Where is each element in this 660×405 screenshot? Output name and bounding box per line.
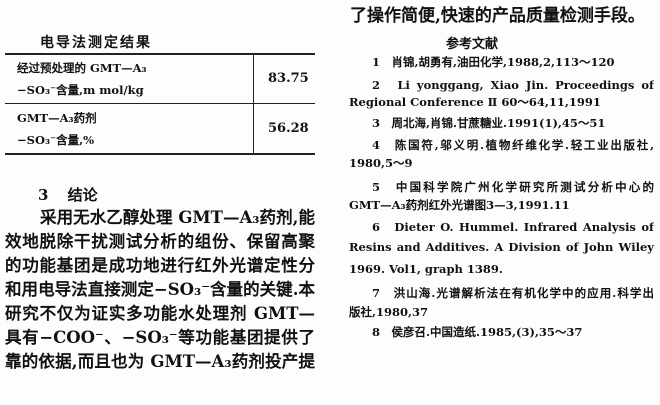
body-line: 和用电导法直接测定−SO₃⁻含量的关键.本: [5, 280, 315, 299]
table-row: 经过预处理的 GMT—A₃ −SO₃⁻含量,m mol/kg: [17, 57, 147, 101]
body-line: 靠的依据,而且也为 GMT—A₃药剂投产提供: [5, 352, 315, 371]
table-row-label: GMT—A₃药剂: [17, 111, 97, 125]
reference-item: 2 Li yonggang, Xiao Jin. Proceedings of …: [372, 78, 654, 92]
body-line: 的功能基团是成功地进行红外光谱定性分析: [5, 256, 315, 275]
reference-item-cont: GMT—A₃药剂红外光谱图3—3,1991.11: [349, 198, 570, 212]
reference-item-cont: Regional Conference Ⅱ 60～64,11,1991: [349, 95, 601, 109]
reference-item: 8 侯彦召.中国造纸.1985,(3),35～37: [372, 325, 583, 339]
table-row-value: 56.28: [268, 121, 309, 136]
table-row-label: −SO₃⁻含量,m mol/kg: [17, 83, 144, 97]
table-row-label: −SO₃⁻含量,%: [17, 133, 94, 147]
reference-item-cont: 1980,5～9: [349, 156, 413, 170]
body-line: 研究不仅为证实多功能水处理剂 GMT—A₃: [5, 304, 315, 323]
body-line: 具有−COO⁻、−SO₃⁻等功能基团提供了可: [5, 328, 315, 347]
continuation-line: 了操作简便,快速的产品质量检测手段。: [350, 6, 645, 26]
table-row: GMT—A₃药剂 −SO₃⁻含量,%: [17, 107, 97, 151]
section-number: 3: [38, 186, 49, 204]
reference-item-cont: 版社,1980,37: [349, 305, 429, 319]
reference-item: 5 中国科学院广州化学研究所测试分析中心的: [372, 180, 654, 194]
reference-item-cont: 1969. Vol1, graph 1389.: [349, 262, 503, 276]
reference-item: 1 肖锦,胡勇有,油田化学,1988,2,113～120: [372, 55, 615, 69]
body-line: 采用无水乙醇处理 GMT—A₃药剂,能有: [40, 208, 315, 227]
section-title: 结论: [67, 186, 98, 204]
table-caption: 电导法测定结果: [40, 35, 152, 51]
table-bottom-rule: [5, 153, 315, 155]
reference-item: 4 陈国符,邬义明.植物纤维化学.轻工业出版社,: [372, 138, 654, 152]
section-heading: 3 结论: [38, 184, 98, 205]
reference-item: 3 周北海,肖锦.甘蔗糖业.1991(1),45～51: [372, 116, 606, 130]
reference-item: 6 Dieter O. Hummel. Infrared Analysis of…: [372, 220, 654, 234]
table-row-label: 经过预处理的 GMT—A₃: [17, 61, 147, 75]
reference-item: 7 洪山海.光谱解析法在有机化学中的应用.科学出: [372, 286, 654, 300]
table-row-value: 83.75: [268, 71, 309, 86]
table-column-divider: [253, 54, 254, 153]
table-top-rule: [5, 53, 315, 55]
reference-item-cont: Resins and Additives. A Division of John…: [349, 240, 654, 254]
body-line: 效地脱除干扰测试分析的组份、保留高聚物: [5, 232, 315, 251]
table-mid-rule: [5, 103, 315, 104]
references-heading: 参考文献: [446, 37, 499, 52]
